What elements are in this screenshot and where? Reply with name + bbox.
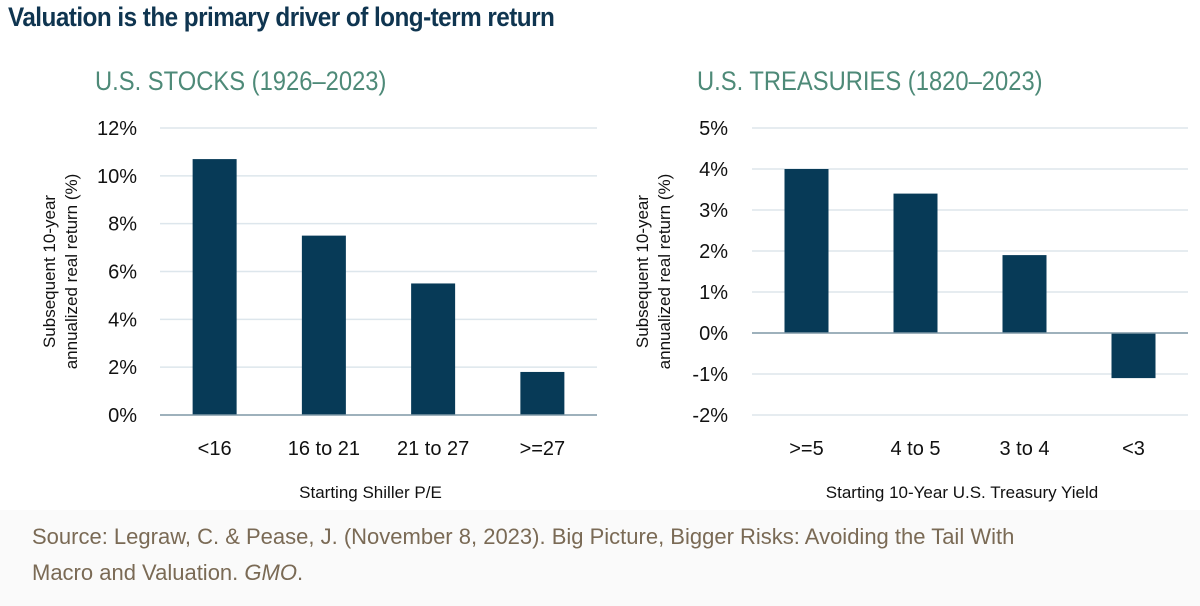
y-tick-label: 2% [699, 241, 728, 263]
charts-svg: 0% 2% 4% 6% 8% 10% 12% <16 16 to 21 21 to 27 >=27 S… [40, 118, 1188, 502]
y-tick-label: 8% [108, 214, 137, 236]
y-tick-label: 0% [699, 323, 728, 345]
y-axis-title: annualized real return (%) [655, 174, 674, 370]
bar [893, 193, 938, 333]
y-tick-label: 5% [699, 118, 728, 140]
y-axis-title: annualized real return (%) [62, 174, 81, 370]
source-publisher: GMO [244, 560, 297, 585]
y-axis-title: Subsequent 10-year [633, 195, 652, 348]
bar [192, 159, 237, 415]
x-axis-title: Starting Shiller P/E [299, 483, 442, 502]
bar [411, 283, 456, 415]
y-tick-label: 6% [108, 262, 137, 284]
x-axis-title: Starting 10-Year U.S. Treasury Yield [826, 483, 1098, 502]
bar [1111, 333, 1156, 379]
bar [1002, 255, 1047, 333]
x-tick-label: >=5 [789, 438, 823, 460]
y-tick-label: -1% [692, 364, 728, 386]
y-tick-label: 10% [97, 166, 137, 188]
source-note: Source: Legraw, C. & Pease, J. (November… [0, 510, 1200, 606]
y-tick-label: 0% [108, 405, 137, 427]
y-tick-label: 4% [108, 309, 137, 331]
page-title: Valuation is the primary driver of long-… [8, 2, 555, 32]
x-tick-label: <16 [198, 438, 232, 460]
y-tick-label: 1% [699, 282, 728, 304]
x-tick-label: 16 to 21 [288, 438, 360, 460]
x-tick-label: 3 to 4 [999, 438, 1049, 460]
y-tick-label: 12% [97, 118, 137, 140]
treasuries-chart-title: U.S. TREASURIES (1820–2023) [697, 66, 1043, 96]
source-line-2-end: . [296, 560, 304, 585]
stocks-chart-title: U.S. STOCKS (1926–2023) [95, 66, 387, 96]
x-tick-label: 21 to 27 [397, 438, 469, 460]
source-line-2: Macro and Valuation. GMO. [32, 560, 303, 586]
bar [301, 235, 346, 415]
source-line-2-text: Macro and Valuation. [32, 560, 245, 585]
source-line-1: Source: Legraw, C. & Pease, J. (November… [32, 524, 1015, 549]
x-tick-label: >=27 [520, 438, 566, 460]
y-axis-title: Subsequent 10-year [40, 195, 59, 348]
bar [784, 169, 829, 333]
y-tick-label: 2% [108, 357, 137, 379]
y-tick-label: 4% [699, 159, 728, 181]
bar [520, 371, 565, 415]
y-tick-label: -2% [692, 405, 728, 427]
x-tick-label: 4 to 5 [890, 438, 940, 460]
y-tick-label: 3% [699, 200, 728, 222]
x-tick-label: <3 [1122, 438, 1145, 460]
